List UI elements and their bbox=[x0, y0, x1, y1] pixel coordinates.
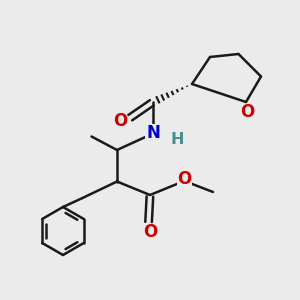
Text: O: O bbox=[143, 223, 157, 241]
Text: H: H bbox=[170, 132, 184, 147]
Text: O: O bbox=[113, 112, 128, 130]
Text: O: O bbox=[240, 103, 255, 121]
Text: N: N bbox=[146, 124, 160, 142]
Text: O: O bbox=[177, 169, 192, 188]
